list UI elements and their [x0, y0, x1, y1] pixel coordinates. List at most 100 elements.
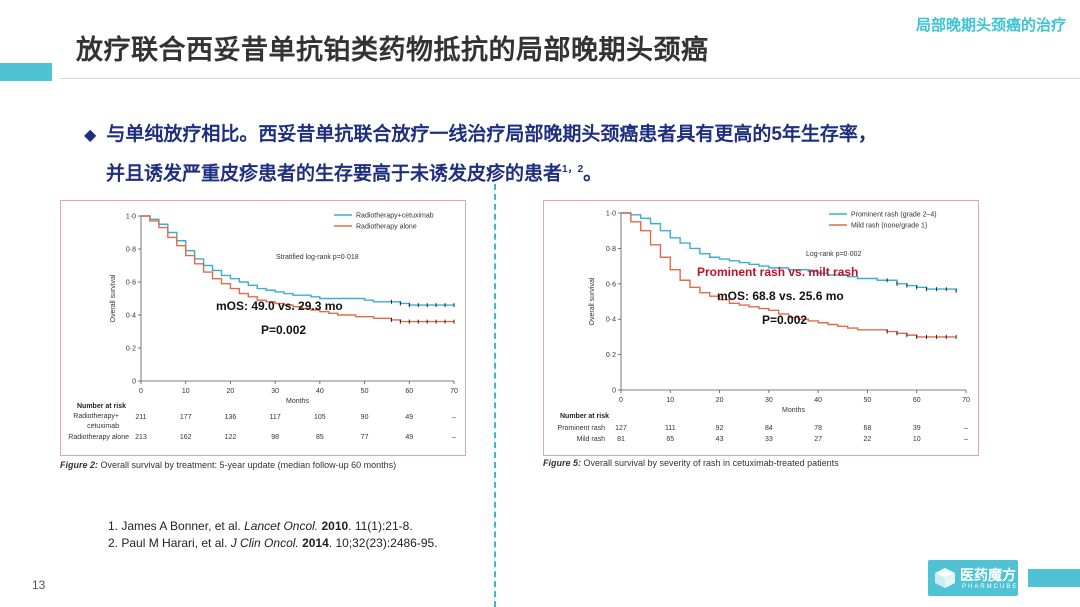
risk-value: 111 — [665, 425, 676, 432]
y-tick-label: 0·6 — [126, 280, 136, 287]
risk-value: 77 — [361, 434, 369, 441]
key-finding-line2: 并且诱发严重皮疹患者的生存要高于未诱发皮疹的患者 — [106, 163, 563, 185]
risk-value: 90 — [361, 414, 369, 421]
x-tick-label: 70 — [450, 388, 458, 395]
risk-row-label: Mild rash — [577, 436, 606, 443]
km-chart-rash: 0 10 20 30 40 50 60 70 0 0·2 0·4 0·6 0·8 1·0 Months Ove… — [558, 211, 970, 444]
risk-value: 65 — [666, 436, 674, 443]
risk-row-label-cont: cetuximab — [87, 423, 119, 430]
risk-value: 98 — [271, 434, 279, 441]
risk-value: 49 — [405, 414, 413, 421]
p-value-annotation: P=0.002 — [762, 313, 807, 327]
y-tick-label: 0·2 — [606, 352, 616, 359]
risk-value: – — [452, 434, 456, 441]
figure-caption-1-text: Overall survival by treatment: 5-year up… — [98, 460, 397, 470]
km-chart-treatment: 0 10 20 30 40 50 60 70 0 0·2 0·4 0·6 0·8 1·0 Months Ove… — [68, 213, 458, 442]
figure-caption-1: Figure 2: Overall survival by treatment:… — [60, 460, 396, 470]
risk-value: 49 — [405, 434, 413, 441]
page-number: 13 — [32, 578, 46, 592]
x-tick-label: 20 — [227, 388, 235, 395]
x-tick-label: 50 — [864, 397, 872, 404]
brand-logo: 医药魔方 PHARMCUBE — [928, 560, 1018, 596]
x-tick-label: 60 — [405, 388, 413, 395]
risk-value: 162 — [180, 434, 192, 441]
risk-value: 68 — [864, 425, 872, 432]
x-tick-label: 40 — [814, 397, 822, 404]
risk-row-label: Radiotherapy alone — [68, 434, 129, 441]
y-tick-label: 0·4 — [606, 317, 616, 324]
y-tick-label: 0·8 — [126, 247, 136, 254]
key-finding: ◆ 与单纯放疗相比。西妥昔单抗联合放疗一线治疗局部晚期头颈癌患者具有更高的5年生存… — [84, 118, 877, 191]
risk-value: 10 — [913, 436, 921, 443]
risk-table-title: Number at risk — [560, 413, 609, 420]
risk-value: 117 — [270, 414, 281, 421]
x-tick-label: 0 — [139, 388, 143, 395]
reference-1-authors: 1. James A Bonner, et al. — [108, 519, 245, 533]
x-tick-label: 20 — [716, 397, 724, 404]
y-axis-label: Overall survival — [589, 277, 596, 325]
reference-2-year: 2014 — [298, 536, 329, 550]
reference-1-year: 2010 — [318, 519, 349, 533]
reference-1-rest: . 11(1):21-8. — [348, 519, 413, 533]
risk-value: 81 — [617, 436, 625, 443]
reference-1: 1. James A Bonner, et al. Lancet Oncol. … — [108, 518, 438, 535]
x-tick-label: 10 — [182, 388, 190, 395]
diamond-bullet-icon: ◆ — [84, 127, 97, 144]
figure-caption-2-text: Overall survival by severity of rash in … — [581, 458, 839, 468]
y-tick-label: 0·8 — [606, 246, 616, 253]
risk-value: – — [964, 436, 968, 443]
key-finding-end: 。 — [583, 163, 603, 185]
risk-value: 39 — [913, 425, 921, 432]
page-title: 放疗联合西妥昔单抗铂类药物抵抗的局部晚期头颈癌 — [76, 35, 709, 65]
title-accent-bar — [0, 63, 52, 81]
x-tick-label: 60 — [913, 397, 921, 404]
y-axis-label: Overall survival — [110, 274, 117, 322]
reference-2: 2. Paul M Harari, et al. J Clin Oncol. 2… — [108, 535, 438, 552]
x-tick-label: 30 — [271, 388, 279, 395]
references: 1. James A Bonner, et al. Lancet Oncol. … — [108, 518, 438, 552]
risk-value: 22 — [864, 436, 872, 443]
y-tick-label: 0 — [612, 388, 616, 395]
risk-value: 84 — [765, 425, 773, 432]
key-finding-line1: 与单纯放疗相比。西妥昔单抗联合放疗一线治疗局部晚期头颈癌患者具有更高的5年生存率… — [106, 124, 877, 145]
chart-panel-1: 0 10 20 30 40 50 60 70 0 0·2 0·4 0·6 0·8 1·0 Months Ove… — [60, 200, 466, 456]
risk-value: 213 — [135, 434, 147, 441]
x-tick-label: 50 — [361, 388, 369, 395]
risk-value: 177 — [180, 414, 192, 421]
reference-2-journal: J Clin Oncol. — [230, 536, 299, 550]
risk-value: 43 — [716, 436, 724, 443]
x-axis-label: Months — [286, 398, 309, 405]
logo-subtitle: PHARMCUBE — [962, 584, 1019, 590]
x-tick-label: 40 — [316, 388, 324, 395]
risk-value: 105 — [314, 414, 326, 421]
risk-row-label: Prominent rash — [558, 425, 606, 432]
risk-value: 85 — [316, 434, 324, 441]
log-rank-label: Stratified log-rank p=0·018 — [276, 254, 359, 261]
x-tick-label: 70 — [962, 397, 970, 404]
y-tick-label: 0 — [132, 379, 136, 386]
p-value-annotation: P=0.002 — [261, 323, 306, 337]
x-axis-label: Months — [782, 407, 805, 414]
cube-icon — [935, 568, 955, 588]
figure-caption-2-lead: Figure 5: — [543, 458, 582, 468]
y-tick-label: 0·2 — [126, 346, 136, 353]
y-tick-label: 1·0 — [606, 211, 616, 218]
figure-caption-1-lead: Figure 2: — [60, 460, 99, 470]
risk-value: 122 — [225, 434, 237, 441]
risk-row-label: Radiotherapy+ — [73, 413, 119, 420]
citation-superscript: 1，2 — [562, 164, 584, 175]
risk-value: 211 — [135, 414, 146, 421]
y-tick-label: 1·0 — [126, 214, 136, 221]
risk-value: 136 — [225, 414, 237, 421]
legend-label-1: Prominent rash (grade 2–4) — [851, 212, 937, 219]
risk-value: 78 — [814, 425, 822, 432]
x-tick-label: 10 — [666, 397, 674, 404]
risk-value: – — [964, 425, 968, 432]
legend-label-2: Mild rash (none/grade 1) — [851, 223, 927, 230]
title-divider — [60, 78, 1080, 79]
reference-2-rest: . 10;32(23):2486-95. — [328, 536, 438, 550]
mos-annotation: mOS: 68.8 vs. 25.6 mo — [717, 289, 844, 303]
y-tick-label: 0·6 — [606, 281, 616, 288]
reference-1-journal: Lancet Oncol. — [244, 519, 319, 533]
x-tick-label: 30 — [765, 397, 773, 404]
